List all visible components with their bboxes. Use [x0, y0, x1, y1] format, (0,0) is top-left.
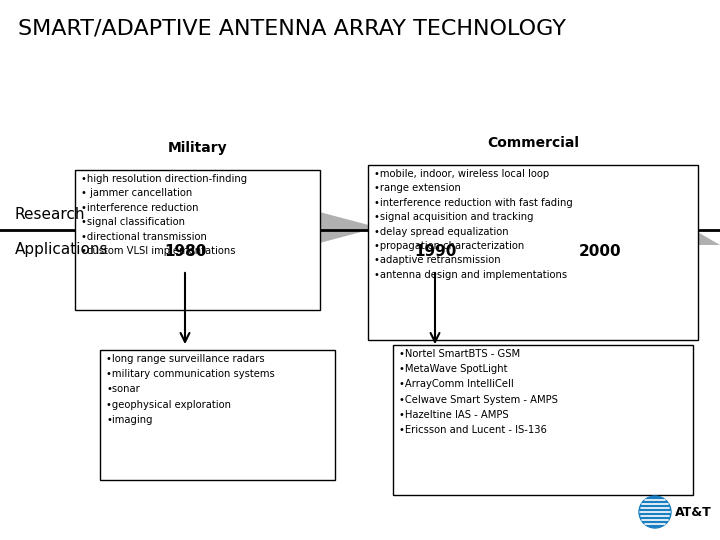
FancyBboxPatch shape [393, 345, 693, 495]
Text: •Nortel SmartBTS - GSM
•MetaWave SpotLight
•ArrayComm IntelliCell
•Celwave Smart: •Nortel SmartBTS - GSM •MetaWave SpotLig… [399, 349, 558, 435]
FancyBboxPatch shape [75, 170, 320, 310]
Polygon shape [105, 210, 378, 245]
Text: Military: Military [168, 141, 228, 155]
Text: 1980: 1980 [164, 244, 206, 259]
Text: SMART/ADAPTIVE ANTENNA ARRAY TECHNOLOGY: SMART/ADAPTIVE ANTENNA ARRAY TECHNOLOGY [18, 18, 566, 38]
Text: AT&T: AT&T [675, 505, 712, 518]
Text: •high resolution direction-finding
• jammer cancellation
•interference reduction: •high resolution direction-finding • jam… [81, 174, 247, 256]
Text: •mobile, indoor, wireless local loop
•range extension
•interference reduction wi: •mobile, indoor, wireless local loop •ra… [374, 169, 572, 280]
FancyBboxPatch shape [100, 350, 335, 480]
Text: Commercial: Commercial [487, 136, 579, 150]
Circle shape [639, 496, 671, 528]
Text: Applications: Applications [15, 242, 109, 257]
Text: Research: Research [15, 207, 86, 222]
Text: •long range surveillance radars
•military communication systems
•sonar
•geophysi: •long range surveillance radars •militar… [106, 354, 275, 425]
Polygon shape [378, 210, 720, 245]
Text: 2000: 2000 [579, 244, 621, 259]
Text: 1990: 1990 [414, 244, 456, 259]
FancyBboxPatch shape [368, 165, 698, 340]
